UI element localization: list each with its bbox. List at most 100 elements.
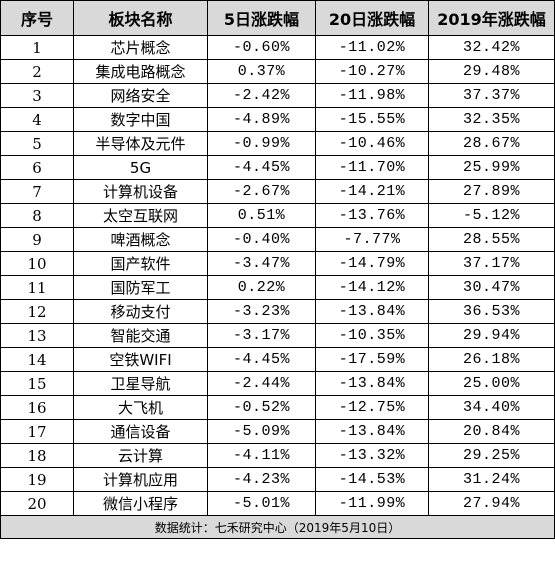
- change-5day: -3.23%: [207, 299, 316, 324]
- change-20day: -13.76%: [315, 203, 429, 228]
- sector-name: 太空互联网: [73, 203, 208, 228]
- row-index: 4: [0, 107, 74, 132]
- change-5day: -4.45%: [207, 155, 316, 180]
- sector-name: 通信设备: [73, 419, 208, 444]
- change-5day: -2.42%: [207, 83, 316, 108]
- table-row: 5 半导体及元件 -0.99% -10.46% 28.67%: [0, 131, 555, 156]
- change-ytd: 26.18%: [428, 347, 555, 372]
- row-index: 17: [0, 419, 74, 444]
- header-index: 序号: [0, 0, 74, 36]
- change-ytd: 32.35%: [428, 107, 555, 132]
- sector-name: 啤酒概念: [73, 227, 208, 252]
- row-index: 14: [0, 347, 74, 372]
- sector-name: 计算机应用: [73, 467, 208, 492]
- change-5day: -4.89%: [207, 107, 316, 132]
- header-row: 序号 板块名称 5日涨跌幅 20日涨跌幅 2019年涨跌幅: [0, 0, 555, 36]
- sector-name: 集成电路概念: [73, 59, 208, 84]
- change-5day: -4.11%: [207, 443, 316, 468]
- row-index: 13: [0, 323, 74, 348]
- sector-name: 网络安全: [73, 83, 208, 108]
- sector-name: 云计算: [73, 443, 208, 468]
- sector-name: 移动支付: [73, 299, 208, 324]
- row-index: 5: [0, 131, 74, 156]
- row-index: 12: [0, 299, 74, 324]
- change-20day: -11.02%: [315, 35, 429, 60]
- change-ytd: 36.53%: [428, 299, 555, 324]
- change-20day: -15.55%: [315, 107, 429, 132]
- change-5day: -3.17%: [207, 323, 316, 348]
- change-ytd: 37.37%: [428, 83, 555, 108]
- sector-name: 空铁WIFI: [73, 347, 208, 372]
- data-source-note: 数据统计：七禾研究中心（2019年5月10日）: [0, 515, 555, 539]
- sector-name: 数字中国: [73, 107, 208, 132]
- change-5day: -0.99%: [207, 131, 316, 156]
- row-index: 15: [0, 371, 74, 396]
- change-ytd: 29.25%: [428, 443, 555, 468]
- table-row: 15 卫星导航 -2.44% -13.84% 25.00%: [0, 371, 555, 396]
- table-row: 7 计算机设备 -2.67% -14.21% 27.89%: [0, 179, 555, 204]
- change-ytd: 28.55%: [428, 227, 555, 252]
- change-20day: -12.75%: [315, 395, 429, 420]
- change-20day: -13.84%: [315, 419, 429, 444]
- table-row: 9 啤酒概念 -0.40% -7.77% 28.55%: [0, 227, 555, 252]
- change-ytd: 29.94%: [428, 323, 555, 348]
- change-20day: -13.84%: [315, 299, 429, 324]
- change-20day: -10.46%: [315, 131, 429, 156]
- change-ytd: 30.47%: [428, 275, 555, 300]
- change-20day: -14.79%: [315, 251, 429, 276]
- sector-performance-table: 序号 板块名称 5日涨跌幅 20日涨跌幅 2019年涨跌幅 1 芯片概念 -0.60…: [0, 0, 555, 539]
- sector-name: 智能交通: [73, 323, 208, 348]
- change-ytd: 37.17%: [428, 251, 555, 276]
- table-row: 14 空铁WIFI -4.45% -17.59% 26.18%: [0, 347, 555, 372]
- table-body: 1 芯片概念 -0.60% -11.02% 32.42% 2 集成电路概念 0.37% -10.…: [0, 35, 555, 516]
- change-ytd: 32.42%: [428, 35, 555, 60]
- table-row: 10 国产软件 -3.47% -14.79% 37.17%: [0, 251, 555, 276]
- table-row: 1 芯片概念 -0.60% -11.02% 32.42%: [0, 35, 555, 60]
- table-row: 2 集成电路概念 0.37% -10.27% 29.48%: [0, 59, 555, 84]
- sector-name: 计算机设备: [73, 179, 208, 204]
- change-ytd: 25.99%: [428, 155, 555, 180]
- change-ytd: 31.24%: [428, 467, 555, 492]
- change-ytd: 20.84%: [428, 419, 555, 444]
- change-20day: -11.70%: [315, 155, 429, 180]
- change-20day: -13.32%: [315, 443, 429, 468]
- table-row: 16 大飞机 -0.52% -12.75% 34.40%: [0, 395, 555, 420]
- table-row: 13 智能交通 -3.17% -10.35% 29.94%: [0, 323, 555, 348]
- row-index: 7: [0, 179, 74, 204]
- sector-name: 半导体及元件: [73, 131, 208, 156]
- header-ytd-change: 2019年涨跌幅: [428, 0, 555, 36]
- row-index: 11: [0, 275, 74, 300]
- change-20day: -14.21%: [315, 179, 429, 204]
- row-index: 18: [0, 443, 74, 468]
- change-5day: -5.01%: [207, 491, 316, 516]
- change-5day: -2.67%: [207, 179, 316, 204]
- footer-row: 数据统计：七禾研究中心（2019年5月10日）: [0, 515, 555, 539]
- change-20day: -13.84%: [315, 371, 429, 396]
- table-row: 3 网络安全 -2.42% -11.98% 37.37%: [0, 83, 555, 108]
- change-20day: -11.98%: [315, 83, 429, 108]
- change-5day: 0.37%: [207, 59, 316, 84]
- change-20day: -17.59%: [315, 347, 429, 372]
- header-20day-change: 20日涨跌幅: [315, 0, 429, 36]
- row-index: 16: [0, 395, 74, 420]
- table-row: 18 云计算 -4.11% -13.32% 29.25%: [0, 443, 555, 468]
- change-5day: -0.40%: [207, 227, 316, 252]
- row-index: 8: [0, 203, 74, 228]
- row-index: 19: [0, 467, 74, 492]
- change-20day: -10.35%: [315, 323, 429, 348]
- sector-name: 卫星导航: [73, 371, 208, 396]
- sector-name: 大飞机: [73, 395, 208, 420]
- change-ytd: 27.94%: [428, 491, 555, 516]
- change-ytd: -5.12%: [428, 203, 555, 228]
- table-row: 4 数字中国 -4.89% -15.55% 32.35%: [0, 107, 555, 132]
- sector-name: 芯片概念: [73, 35, 208, 60]
- table-row: 19 计算机应用 -4.23% -14.53% 31.24%: [0, 467, 555, 492]
- header-sector-name: 板块名称: [73, 0, 208, 36]
- table-row: 17 通信设备 -5.09% -13.84% 20.84%: [0, 419, 555, 444]
- row-index: 2: [0, 59, 74, 84]
- table-row: 11 国防军工 0.22% -14.12% 30.47%: [0, 275, 555, 300]
- change-20day: -11.99%: [315, 491, 429, 516]
- table-row: 6 5G -4.45% -11.70% 25.99%: [0, 155, 555, 180]
- row-index: 3: [0, 83, 74, 108]
- sector-name: 国产软件: [73, 251, 208, 276]
